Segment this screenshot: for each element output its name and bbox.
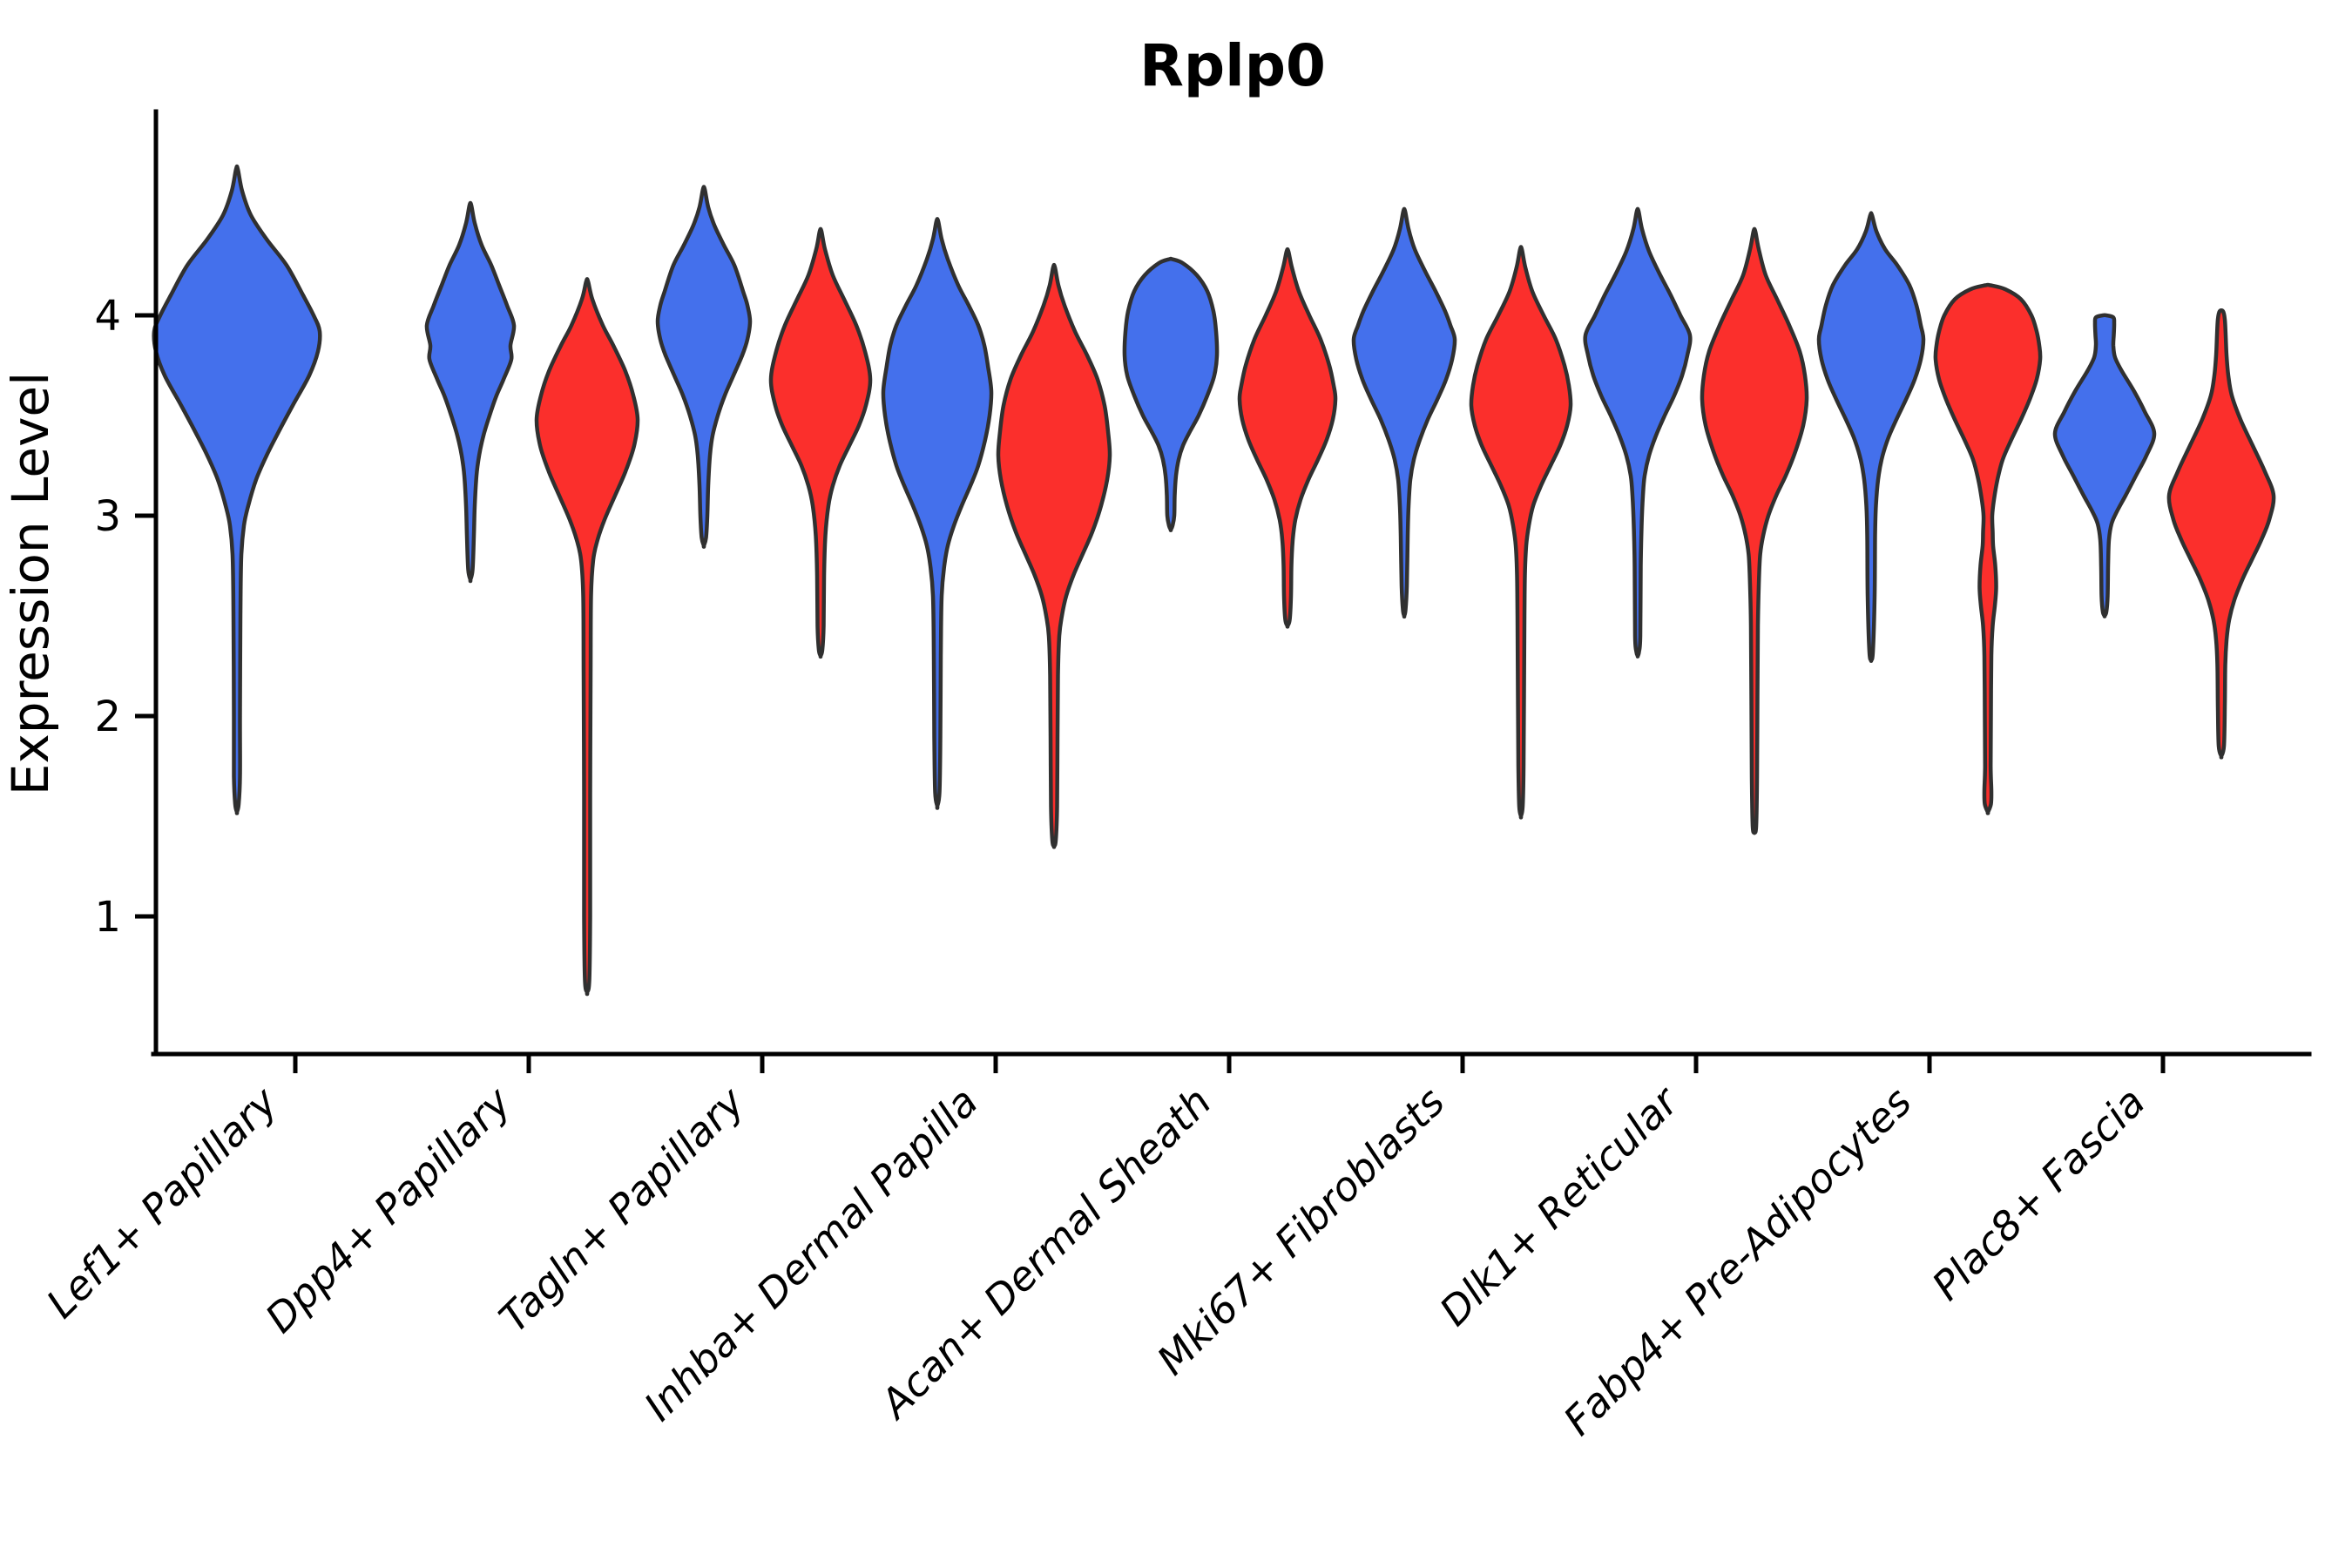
y-tick-label-4: 4 bbox=[94, 292, 121, 341]
violin-8-red bbox=[2166, 308, 2276, 760]
violin-3-red bbox=[996, 262, 1112, 849]
x-tick-label-6: Dlk1+ Reticular bbox=[1430, 1076, 1689, 1335]
x-tick-label-0: Lef1+ Papillary bbox=[37, 1078, 287, 1327]
x-tick-label-8: Plac8+ Fascia bbox=[1923, 1078, 2153, 1309]
violin-6-red bbox=[1700, 226, 1809, 835]
y-tick-label-1: 1 bbox=[94, 893, 121, 942]
x-tick-label-2: Tagln+ Papillary bbox=[490, 1078, 754, 1342]
violin-4-blue bbox=[1122, 256, 1220, 532]
y-tick-label-3: 3 bbox=[94, 492, 121, 541]
x-tick-label-1: Dpp4+ Papillary bbox=[256, 1078, 520, 1342]
violin-8-blue bbox=[2052, 313, 2157, 618]
violins-group bbox=[152, 164, 2276, 997]
violin-7-red bbox=[1933, 282, 2043, 815]
violin-5-blue bbox=[1351, 206, 1457, 619]
violin-5-red bbox=[1469, 245, 1573, 820]
violin-0-blue bbox=[152, 164, 322, 815]
y-axis-label: Expression Level bbox=[1, 372, 60, 795]
violin-2-red bbox=[768, 226, 873, 659]
violin-7-blue bbox=[1816, 211, 1926, 663]
violin-3-blue bbox=[881, 217, 994, 810]
chart-title: Rplp0 bbox=[1139, 32, 1326, 99]
violin-4-red bbox=[1237, 247, 1338, 629]
y-tick-label-2: 2 bbox=[94, 693, 121, 741]
violin-1-blue bbox=[424, 200, 517, 584]
violin-2-blue bbox=[655, 185, 753, 549]
violin-6-blue bbox=[1583, 206, 1693, 659]
violin-1-red bbox=[534, 277, 640, 997]
